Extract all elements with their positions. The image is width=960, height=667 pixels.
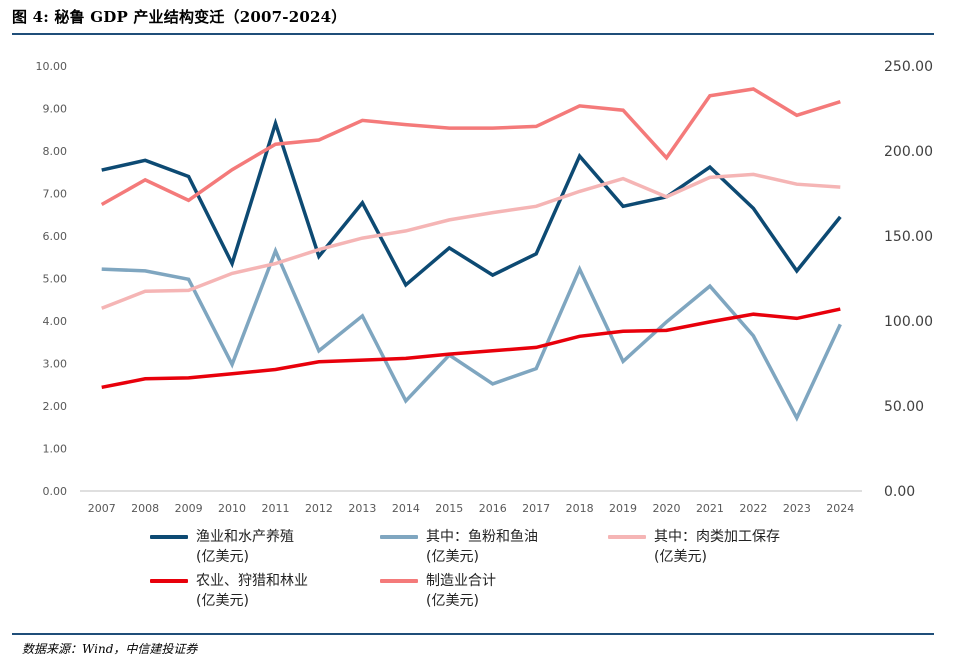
y-left-tick-label: 6.00	[43, 230, 68, 243]
y-left-tick-label: 0.00	[43, 485, 68, 498]
legend-swatch	[380, 579, 418, 583]
x-tick-label: 2016	[479, 502, 507, 515]
x-tick-label: 2008	[131, 502, 159, 515]
legend-item: 其中：肉类加工保存(亿美元)	[608, 527, 780, 567]
bottom-rule	[12, 633, 934, 635]
x-tick-label: 2023	[783, 502, 811, 515]
y-left-tick-label: 8.00	[43, 145, 68, 158]
y-right-tick-label: 250.00	[884, 59, 933, 75]
x-tick-label: 2013	[348, 502, 376, 515]
y-right-tick-label: 100.00	[884, 314, 933, 330]
x-tick-label: 2010	[218, 502, 246, 515]
y-right-tick-label: 0.00	[884, 484, 915, 500]
legend-unit: (亿美元)	[426, 591, 496, 611]
y-left-tick-label: 7.00	[43, 188, 68, 201]
series-line-1	[102, 123, 841, 285]
legend-label: 其中：肉类加工保存	[654, 527, 780, 547]
legend-unit: (亿美元)	[426, 547, 538, 567]
x-tick-label: 2020	[653, 502, 681, 515]
series-line-4	[102, 309, 841, 387]
y-left-tick-label: 9.00	[43, 103, 68, 116]
source-note: 数据来源：Wind，中信建投证券	[22, 640, 197, 657]
y-left-tick-label: 1.00	[43, 443, 68, 456]
y-left-tick-label: 2.00	[43, 400, 68, 413]
x-tick-label: 2012	[305, 502, 333, 515]
x-tick-label: 2022	[739, 502, 767, 515]
x-tick-label: 2017	[522, 502, 550, 515]
legend-item: 制造业合计(亿美元)	[380, 571, 496, 611]
legend: 渔业和水产养殖(亿美元)其中：鱼粉和鱼油(亿美元)其中：肉类加工保存(亿美元)农…	[150, 527, 870, 619]
y-left-tick-label: 3.00	[43, 358, 68, 371]
legend-swatch	[150, 579, 188, 583]
legend-unit: (亿美元)	[654, 547, 780, 567]
legend-label: 其中：鱼粉和鱼油	[426, 527, 538, 547]
legend-label: 渔业和水产养殖	[196, 527, 294, 547]
y-right-tick-label: 150.00	[884, 229, 933, 245]
legend-swatch	[150, 535, 188, 539]
x-tick-label: 2015	[435, 502, 463, 515]
x-tick-label: 2019	[609, 502, 637, 515]
y-right-tick-label: 200.00	[884, 144, 933, 160]
legend-item: 渔业和水产养殖(亿美元)	[150, 527, 294, 567]
x-tick-label: 2021	[696, 502, 724, 515]
series-line-2	[102, 251, 841, 418]
legend-label: 制造业合计	[426, 571, 496, 591]
y-right-tick-label: 50.00	[884, 399, 924, 415]
x-tick-label: 2007	[88, 502, 116, 515]
legend-unit: (亿美元)	[196, 591, 308, 611]
legend-item: 农业、狩猎和林业(亿美元)	[150, 571, 308, 611]
x-tick-label: 2009	[175, 502, 203, 515]
x-tick-label: 2018	[566, 502, 594, 515]
legend-label: 农业、狩猎和林业	[196, 571, 308, 591]
x-tick-label: 2024	[826, 502, 854, 515]
x-tick-label: 2014	[392, 502, 420, 515]
legend-item: 其中：鱼粉和鱼油(亿美元)	[380, 527, 538, 567]
y-left-tick-label: 5.00	[43, 273, 68, 286]
series-line-3	[102, 174, 841, 308]
y-left-tick-label: 4.00	[43, 315, 68, 328]
legend-unit: (亿美元)	[196, 547, 294, 567]
y-left-tick-label: 10.00	[36, 60, 68, 73]
legend-swatch	[608, 535, 646, 539]
legend-swatch	[380, 535, 418, 539]
x-tick-label: 2011	[262, 502, 290, 515]
